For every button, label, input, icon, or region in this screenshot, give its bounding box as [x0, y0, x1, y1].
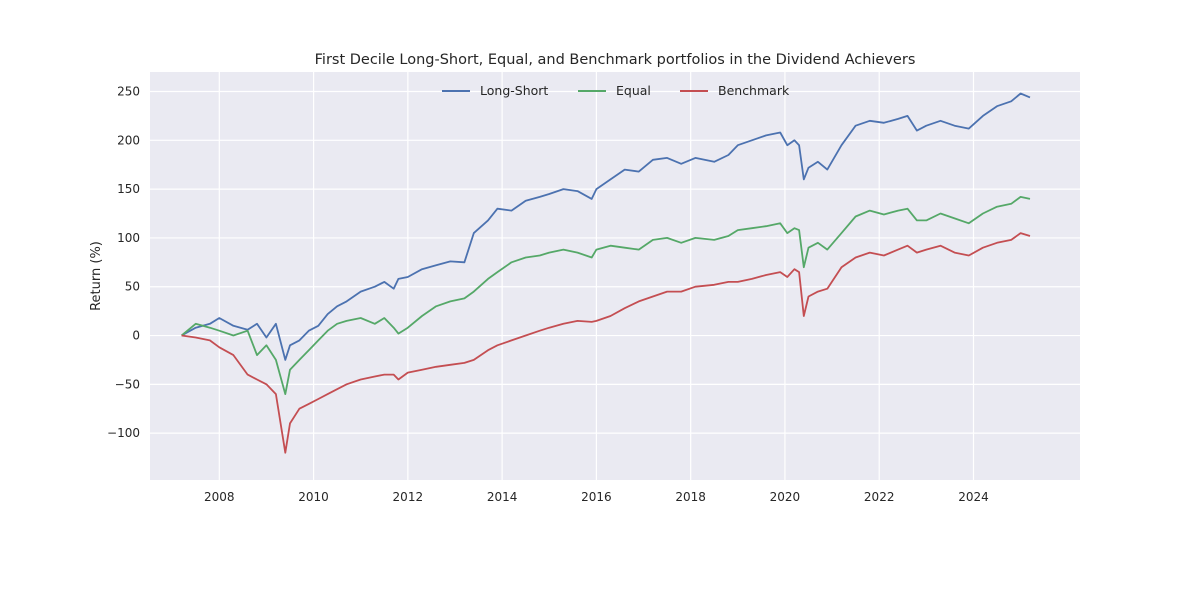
x-tick-label: 2014	[487, 490, 518, 504]
legend: Long-Short Equal Benchmark	[442, 83, 790, 98]
y-tick-label: 250	[117, 85, 140, 99]
x-tick-label: 2008	[204, 490, 235, 504]
legend-label-benchmark: Benchmark	[718, 83, 790, 98]
series-layer	[181, 92, 1031, 454]
x-tick-label: 2016	[581, 490, 612, 504]
x-tick-label: 2012	[393, 490, 424, 504]
legend-label-equal: Equal	[616, 83, 651, 98]
x-tick-label: 2010	[298, 490, 329, 504]
chart-title: First Decile Long-Short, Equal, and Benc…	[315, 52, 916, 68]
x-tick-label: 2020	[770, 490, 801, 504]
y-tick-label: 50	[125, 280, 140, 294]
y-tick-label: −100	[107, 426, 140, 440]
x-tick-label: 2024	[958, 490, 989, 504]
x-tick-label: 2018	[675, 490, 706, 504]
y-tick-label: 100	[117, 231, 140, 245]
y-tick-label: 150	[117, 182, 140, 196]
y-tick-label: 0	[132, 329, 140, 343]
y-tick-label: 200	[117, 133, 140, 147]
y-axis-label: Return (%)	[89, 241, 104, 311]
y-tick-label: −50	[115, 377, 140, 391]
series-line-equal	[181, 195, 1031, 396]
tick-layer: 2008 2010 2012 2014 2016 2018 2020 2022 2024 −100…	[107, 85, 989, 504]
plot-background	[150, 72, 1080, 480]
series-line-benchmark	[181, 232, 1031, 454]
x-tick-label: 2022	[864, 490, 895, 504]
series-line-long-short	[181, 92, 1031, 361]
legend-label-long-short: Long-Short	[480, 83, 548, 98]
